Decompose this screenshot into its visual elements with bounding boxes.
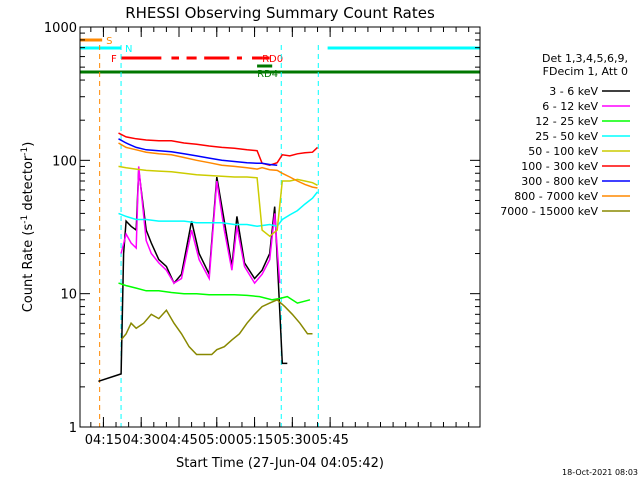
y-tick-label: 100 [52,154,77,169]
legend-header-1: Det 1,3,4,5,6,9, [542,52,628,65]
y-axis-label-mid: detector [21,155,36,215]
x-tick-label: 05:00 [198,433,235,448]
flag-label-rd4: RD4 [257,69,278,80]
series-line-50-100-kev [118,165,318,238]
legend-label: 6 - 12 keV [542,100,598,113]
series-line-6-12-kev [120,166,281,285]
series-line-12-25-kev [118,282,311,304]
series-lines [98,132,319,383]
legend-label: 7000 - 15000 keV [500,205,598,218]
x-tick-label: 04:30 [122,433,159,448]
series-line-100-300-kev [118,132,319,166]
flag-label-f: F [111,54,117,65]
reference-lines [99,45,319,427]
legend-label: 100 - 300 keV [521,160,598,173]
legend-label: 300 - 800 keV [521,175,598,188]
x-tick-label: 05:45 [311,433,348,448]
legend-label: 12 - 25 keV [535,115,598,128]
x-tick-label: 05:15 [236,433,273,448]
y-axis-label: Count Rate (s-1 detector-1) [20,142,36,313]
y-tick-label: 1 [69,421,77,436]
legend-label: 50 - 100 keV [528,145,598,158]
y-axis-label-sup2: -1 [20,147,30,156]
footer-date: 18-Oct-2021 08:03 [562,468,638,477]
flag-label-rd0: RD0 [262,54,283,65]
y-axis-label-sup1: -1 [20,215,30,224]
chart-title: RHESSI Observing Summary Count Rates [125,4,435,22]
series-line-7000-15000-kev [120,298,313,356]
y-axis-ticks: 1 10 100 1000 [44,21,480,436]
legend-label: 25 - 50 keV [535,130,598,143]
y-axis-label-main: Count Rate (s [21,224,36,313]
series-line-800-7000-kev [118,142,318,189]
y-tick-label: 1000 [44,21,77,36]
y-tick-label: 10 [60,288,77,303]
legend-label: 800 - 7000 keV [514,190,598,203]
x-tick-label: 04:45 [160,433,197,448]
x-tick-label: 05:30 [274,433,311,448]
series-line-3-6-kev [98,169,288,383]
x-tick-label: 04:15 [85,433,122,448]
flag-label-s: S [106,36,112,47]
flag-bars: S NF RD0 RD4 [80,36,480,80]
legend: 3 - 6 keV 6 - 12 keV 12 - 25 keV 25 - 50 ke… [500,85,630,218]
x-axis-ticks: 04:15 04:30 04:45 05:00 05:15 05:30 05:45 [85,27,470,448]
legend-label: 3 - 6 keV [549,85,598,98]
series-line-300-800-kev [118,138,278,166]
legend-header-2: FDecim 1, Att 0 [543,65,628,78]
y-axis-label-end: ) [21,142,36,147]
flag-label-n: N [125,44,132,55]
series-line-25-50-kev [118,191,319,228]
x-axis-label: Start Time (27-Jun-04 04:05:42) [176,456,384,471]
